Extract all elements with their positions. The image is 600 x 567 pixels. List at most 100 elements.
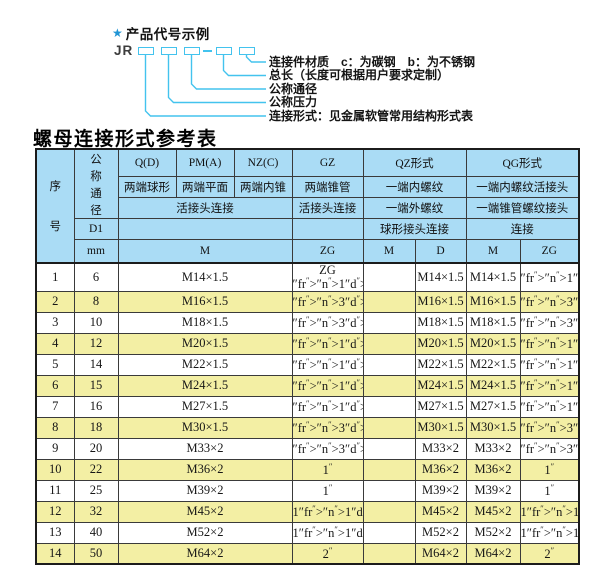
header-col-gz: GZ [291, 148, 364, 178]
header-col-qz: QZ形式 [362, 148, 467, 178]
cell-qg_zg: ″fr″>″n″>1″d″>2″ [519, 395, 580, 418]
cell-qz_m [362, 542, 416, 565]
cell-m: M22×1.5 [117, 353, 293, 376]
cell-seq: 12 [35, 500, 75, 523]
cell-qz_d: M36×2 [414, 458, 467, 481]
cell-gz: 1″ [291, 479, 364, 502]
cell-seq: 5 [35, 353, 75, 376]
cell-qz_m [362, 311, 416, 334]
table-row: 1232M45×21″fr″>″n″>1″d″>4″M45×2M45×21″fr… [35, 500, 580, 523]
header-qg-zg: ZG [519, 239, 580, 263]
header-qz-m: M [362, 239, 416, 263]
cell-gz: ″fr″>″n″>1″d″>2″ [291, 353, 364, 376]
cell-m: M52×2 [117, 521, 293, 544]
cell-qg_zg: 1″fr″>″n″>1″d″>2″ [519, 521, 580, 544]
cell-qz_m [362, 332, 416, 355]
cell-gz: ″fr″>″n″>1″d″>2″ [291, 332, 364, 355]
cell-dn: 16 [73, 395, 119, 418]
cell-gz: 1″fr″>″n″>1″d″>2″ [291, 521, 364, 544]
header-conn-qz: 球形接头连接 [362, 218, 467, 240]
header-empty-left [117, 218, 293, 240]
cell-dn: 18 [73, 416, 119, 439]
cell-qg_m: M24×1.5 [465, 374, 521, 397]
table-title: 螺母连接形式参考表 [33, 129, 218, 150]
table-row: 514M22×1.5″fr″>″n″>1″d″>2″M22×1.5M22×1.5… [35, 353, 580, 376]
header-empty-gz [291, 218, 364, 240]
cell-seq: 7 [35, 395, 75, 418]
cell-qz_d: M14×1.5 [414, 262, 467, 292]
cell-qg_m: M22×1.5 [465, 353, 521, 376]
cell-qz_m [362, 437, 416, 460]
cell-gz: ″fr″>″n″>1″d″>2″ [291, 374, 364, 397]
cell-gz: ″fr″>″n″>3″d″>8″ [291, 290, 364, 313]
cell-gz: 1″ [291, 458, 364, 481]
reference-table: 序号 公称通径 Q(D) PM(A) NZ(C) GZ QZ形式 QG形式 两端… [35, 148, 580, 565]
cell-m: M36×2 [117, 458, 293, 481]
cell-dn: 6 [73, 262, 119, 292]
cell-qg_m: M39×2 [465, 479, 521, 502]
table-row: 716M27×1.5″fr″>″n″>1″d″>2″M27×1.5M27×1.5… [35, 395, 580, 418]
cell-qz_d: M33×2 [414, 437, 467, 460]
header-dn: 公称通径 [73, 148, 119, 219]
cell-dn: 50 [73, 542, 119, 565]
table-row: 11 25 M39×2 1″ M39×2 M39×2 1″ [35, 479, 580, 502]
header-seq: 序号 [35, 148, 75, 263]
cell-m: M14×1.5 [117, 262, 293, 292]
cell-qg_zg: ″fr″>″n″>1″d″>4″ [519, 262, 580, 292]
cell-qz_d: M64×2 [414, 542, 467, 565]
header-thread-m: M [117, 239, 293, 263]
cell-qg_zg: 1″ [519, 458, 580, 481]
header-desc-qd: 两端球形 [117, 176, 177, 198]
cell-qg_m: M36×2 [465, 458, 521, 481]
cell-gz: ″fr″>″n″>1″d″>2″ [291, 395, 364, 418]
cell-qg_m: M20×1.5 [465, 332, 521, 355]
cell-dn: 32 [73, 500, 119, 523]
cell-seq: 2 [35, 290, 75, 313]
cell-dn: 40 [73, 521, 119, 544]
header-col-qg: QG形式 [465, 148, 580, 178]
cell-qz_d: M52×2 [414, 521, 467, 544]
cell-qz_d: M27×1.5 [414, 395, 467, 418]
cell-dn: 22 [73, 458, 119, 481]
cell-seq: 14 [35, 542, 75, 565]
header-mm: mm [73, 239, 119, 263]
cell-qg_zg: ″fr″>″n″>3″d″>8″ [519, 290, 580, 313]
code-separator [203, 50, 212, 52]
cell-qg_zg: 1″ [519, 479, 580, 502]
cell-m: M16×1.5 [117, 290, 293, 313]
cell-qg_m: M45×2 [465, 500, 521, 523]
header-qg-m: M [465, 239, 521, 263]
cell-seq: 9 [35, 437, 75, 460]
header-desc-qz: 一端内螺纹 [362, 176, 467, 198]
cell-qz_d: M39×2 [414, 479, 467, 502]
cell-qz_m [362, 353, 416, 376]
table-row: 14 50 M64×2 2″ M64×2 M64×2 2″ [35, 542, 580, 565]
cell-dn: 25 [73, 479, 119, 502]
cell-qz_d: M22×1.5 [414, 353, 467, 376]
code-label-diameter: 公称通径 [269, 81, 318, 96]
cell-qg_m: M64×2 [465, 542, 521, 565]
cell-gz: ″fr″>″n″>3″d″>8″ [291, 311, 364, 334]
cell-seq: 13 [35, 521, 75, 544]
table-row: 412M20×1.5″fr″>″n″>1″d″>2″M20×1.5M20×1.5… [35, 332, 580, 355]
code-box-1 [138, 47, 154, 55]
cell-m: M39×2 [117, 479, 293, 502]
cell-qz_d: M20×1.5 [414, 332, 467, 355]
cell-qz_m [362, 521, 416, 544]
cell-qz_d: M16×1.5 [414, 290, 467, 313]
cell-gz: ″fr″>″n″>3″d″>4″ [291, 416, 364, 439]
cell-seq: 8 [35, 416, 75, 439]
cell-qz_m [362, 500, 416, 523]
cell-m: M30×1.5 [117, 416, 293, 439]
cell-qz_d: M30×1.5 [414, 416, 467, 439]
cell-seq: 6 [35, 374, 75, 397]
cell-m: M33×2 [117, 437, 293, 460]
cell-gz: ″fr″>″n″>3″d″>4″ [291, 437, 364, 460]
cell-m: M45×2 [117, 500, 293, 523]
cell-qg_m: M16×1.5 [465, 290, 521, 313]
cell-qz_d: M24×1.5 [414, 374, 467, 397]
cell-seq: 4 [35, 332, 75, 355]
cell-qg_zg: ″fr″>″n″>1″d″>2″ [519, 332, 580, 355]
